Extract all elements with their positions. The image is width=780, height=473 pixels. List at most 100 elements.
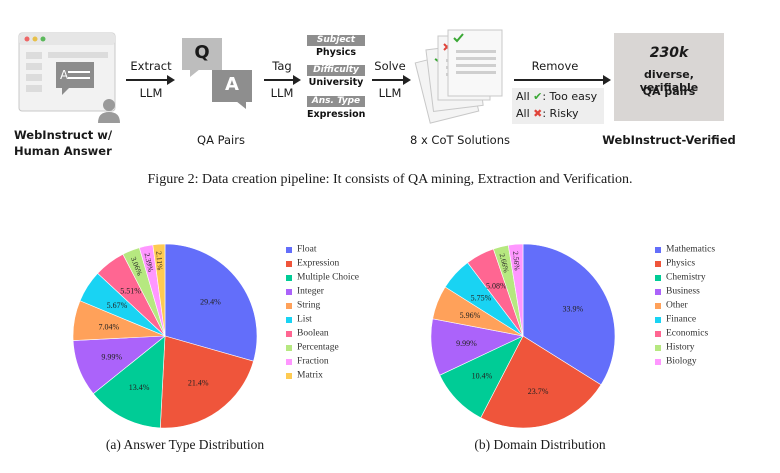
legend-label: Float: [297, 244, 317, 255]
legend-label: Chemistry: [666, 272, 706, 283]
legend-swatch: [655, 302, 661, 309]
legend-label: String: [297, 300, 321, 311]
pie-slice-mathematics: [522, 243, 616, 386]
result-box: [614, 33, 724, 121]
cot-solutions-stack: [410, 26, 510, 131]
answer-box: [212, 70, 252, 102]
result-label: WebInstruct-Verified: [602, 133, 736, 147]
legend-item-mathematics: Mathematics: [655, 244, 715, 255]
legend-swatch: [286, 330, 292, 337]
tag-difficulty-value: University: [308, 77, 364, 88]
remove-arrowhead: [603, 75, 611, 85]
question-bubble-tail: [190, 69, 200, 77]
cross-icon: ✖: [533, 107, 543, 120]
pie-chart-domain: 33.9%23.7%10.4%9.99%5.96%5.75%5.08%2.66%…: [430, 243, 616, 429]
tag-anstype-header: Ans. Type: [307, 96, 365, 107]
tag-arrow: [264, 79, 294, 81]
legend-swatch: [655, 344, 661, 351]
pie-label-chemistry: 10.4%: [472, 372, 493, 381]
pie-label-string: 7.04%: [98, 322, 119, 331]
legend-item-business: Business: [655, 286, 700, 297]
legend-label: Other: [666, 300, 688, 311]
pie-slice-biology: [507, 243, 524, 337]
chart-b-title: (b) Domain Distribution: [474, 437, 606, 452]
result-line2: QA pairs: [642, 85, 696, 98]
legend-item-chemistry: Chemistry: [655, 272, 706, 283]
legend-item-economics: Economics: [655, 328, 708, 339]
legend-swatch: [286, 302, 292, 309]
person-icon: [96, 96, 122, 124]
legend-item-string: String: [286, 300, 320, 311]
extract-arrow: [126, 79, 168, 81]
legend-item-history: History: [655, 342, 695, 353]
legend-item-expression: Expression: [286, 258, 339, 269]
legend-item-fraction: Fraction: [286, 356, 329, 367]
legend-label: Expression: [297, 258, 340, 269]
legend-label: Integer: [297, 286, 324, 297]
question-box: [182, 38, 222, 70]
legend-swatch: [286, 358, 292, 365]
pie-label-matrix: 2.11%: [154, 251, 164, 271]
legend-label: Finance: [666, 314, 697, 325]
legend-label: Multiple Choice: [297, 272, 360, 283]
rule-too-easy: All ✔: Too easy: [516, 88, 597, 105]
rule1-prefix: All: [516, 90, 530, 103]
pie-label-multiple-choice: 13.4%: [129, 383, 150, 392]
legend-label: Economics: [666, 328, 709, 339]
svg-text:A: A: [60, 68, 69, 82]
pie-label-economics: 5.08%: [486, 282, 507, 291]
legend-swatch: [286, 260, 292, 267]
legend-label: List: [297, 314, 312, 325]
legend-label: Physics: [666, 258, 696, 269]
legend-swatch: [286, 274, 292, 281]
pie-slice-float: [164, 243, 258, 362]
pie-label-integer: 9.99%: [101, 352, 122, 361]
legend-swatch: [655, 288, 661, 295]
cot-solutions-label: 8 x CoT Solutions: [409, 133, 511, 147]
legend-swatch: [286, 246, 292, 253]
result-count: 230k: [649, 45, 689, 61]
result-line1: diverse, verifiable: [639, 68, 699, 94]
rule2-prefix: All: [516, 107, 530, 120]
legend-label: Mathematics: [666, 244, 716, 255]
qa-pairs-label: QA Pairs: [197, 133, 245, 147]
legend-swatch: [655, 274, 661, 281]
extract-by: LLM: [139, 86, 163, 100]
legend-item-biology: Biology: [655, 356, 697, 367]
pie-label-fraction: 2.39%: [143, 252, 156, 273]
figure2-caption: Figure 2: Data creation pipeline: It con…: [147, 172, 633, 187]
legend-swatch: [286, 344, 292, 351]
legend-item-integer: Integer: [286, 286, 324, 297]
tag-difficulty-header: Difficulty: [307, 65, 365, 76]
solve-arrow: [372, 79, 404, 81]
legend-swatch: [655, 316, 661, 323]
legend-swatch: [655, 330, 661, 337]
legend-item-finance: Finance: [655, 314, 696, 325]
tag-anstype-value: Expression: [307, 109, 366, 120]
legend-swatch: [286, 288, 292, 295]
question-letter: Q: [194, 42, 210, 63]
legend-item-percentage: Percentage: [286, 342, 339, 353]
legend-swatch: [655, 246, 661, 253]
legend-label: Biology: [666, 356, 697, 367]
webinstruct-browser-icon: A: [18, 32, 116, 112]
legend-item-multiple-choice: Multiple Choice: [286, 272, 359, 283]
answer-bubble-tail: [236, 101, 246, 109]
remove-verb: Remove: [531, 59, 579, 73]
tag-verb: Tag: [272, 59, 292, 73]
tag-arrowhead: [293, 75, 301, 85]
legend-swatch: [286, 372, 292, 379]
legend-swatch: [655, 260, 661, 267]
remove-arrow: [514, 79, 604, 81]
pie-slice-matrix: [152, 243, 166, 337]
tag-by: LLM: [270, 86, 294, 100]
source-label: WebInstruct w/ Human Answer: [14, 128, 113, 158]
pie-chart-answer-type: 29.4%21.4%13.4%9.99%7.04%5.67%5.51%3.06%…: [72, 243, 258, 429]
legend-label: Fraction: [297, 356, 329, 367]
legend-item-physics: Physics: [655, 258, 695, 269]
legend-swatch: [286, 316, 292, 323]
legend-label: Business: [666, 286, 700, 297]
solve-by: LLM: [378, 86, 402, 100]
pie-label-physics: 23.7%: [528, 387, 549, 396]
pie-slice-physics: [480, 335, 602, 429]
